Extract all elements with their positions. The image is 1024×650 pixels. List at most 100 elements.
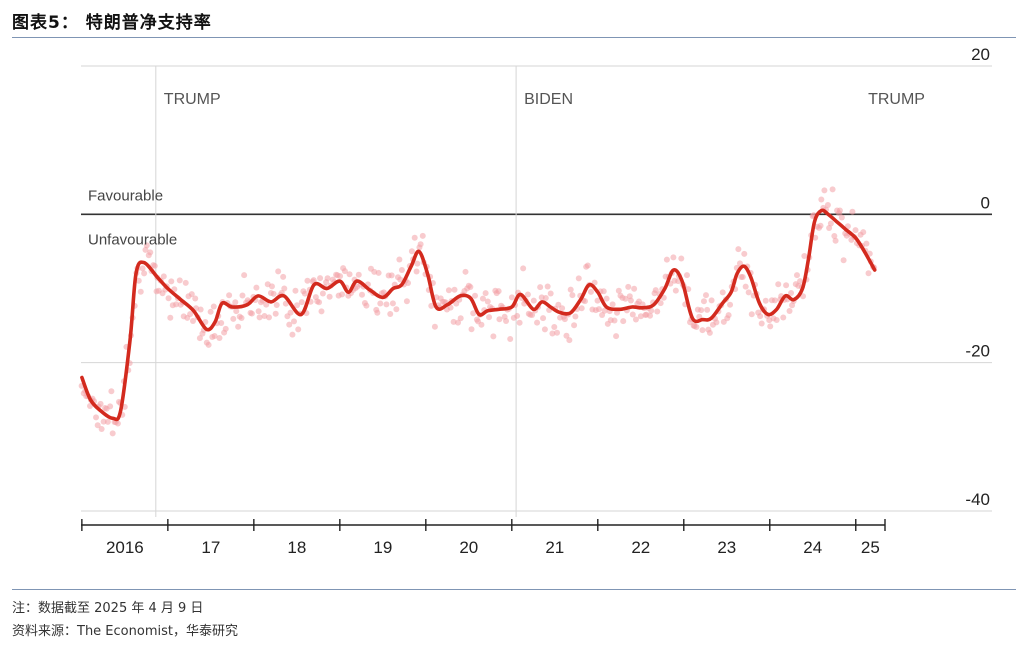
poll-dot xyxy=(232,299,239,306)
title-underline xyxy=(12,37,1016,38)
poll-dot xyxy=(235,323,242,330)
poll-dot xyxy=(685,286,692,293)
poll-dot xyxy=(319,290,326,297)
poll-dot xyxy=(97,400,104,407)
poll-dot xyxy=(663,256,670,263)
poll-dot xyxy=(408,248,415,255)
poll-dot xyxy=(197,306,204,313)
poll-dot xyxy=(627,297,634,304)
poll-dot xyxy=(114,420,121,427)
poll-dot xyxy=(812,234,819,241)
poll-dot xyxy=(104,418,111,425)
poll-dot xyxy=(629,311,636,318)
poll-dot xyxy=(479,295,486,302)
y-tick-label: -40 xyxy=(965,490,990,509)
poll-dot xyxy=(341,268,348,275)
poll-dot xyxy=(735,246,742,253)
poll-dot xyxy=(549,330,556,337)
poll-dot xyxy=(578,305,585,312)
grid-layer xyxy=(81,65,992,512)
poll-dot xyxy=(534,319,541,326)
poll-dot xyxy=(631,285,638,292)
poll-dot xyxy=(762,297,769,304)
poll-dot xyxy=(838,214,845,221)
poll-dot xyxy=(852,227,859,234)
poll-dot xyxy=(375,269,382,276)
poll-dot xyxy=(304,277,311,284)
poll-dot xyxy=(554,329,561,336)
poll-dot xyxy=(741,250,748,257)
poll-dot xyxy=(699,327,706,334)
poll-dot xyxy=(393,306,400,313)
poll-dot xyxy=(143,242,150,249)
poll-dot xyxy=(801,253,808,260)
notes-block: 注：数据截至 2025 年 4 月 9 日 资料来源：The Economist… xyxy=(12,597,238,643)
poll-dot xyxy=(414,260,421,267)
figure-title: 图表5： 特朗普净支持率 xyxy=(12,13,212,33)
poll-dot xyxy=(773,316,780,323)
poll-dot xyxy=(637,313,644,320)
poll-dot xyxy=(547,290,554,297)
poll-dot xyxy=(524,291,531,298)
poll-dot xyxy=(544,283,551,290)
unfavourable-label: Unfavourable xyxy=(88,231,177,248)
x-tick-label: 19 xyxy=(373,538,392,557)
poll-dot xyxy=(135,277,142,284)
x-tick-label: 23 xyxy=(717,538,736,557)
poll-dot xyxy=(632,316,639,323)
poll-dot xyxy=(286,321,293,328)
poll-dot xyxy=(207,308,214,315)
poll-dot xyxy=(222,325,229,332)
poll-dot xyxy=(230,315,237,322)
poll-dot xyxy=(581,298,588,305)
poll-dot xyxy=(569,292,576,299)
poll-dot xyxy=(783,282,790,289)
poll-dot xyxy=(719,289,726,296)
poll-dot xyxy=(318,308,325,315)
poll-dot xyxy=(192,295,199,302)
poll-dot xyxy=(832,237,839,244)
poll-dot xyxy=(622,295,629,302)
poll-dot xyxy=(514,312,521,319)
poll-dot xyxy=(233,308,240,315)
poll-dot xyxy=(706,329,713,336)
poll-dot xyxy=(287,309,294,316)
poll-dot xyxy=(454,319,461,326)
poll-dot xyxy=(253,284,260,291)
poll-dot xyxy=(256,314,263,321)
poll-dot xyxy=(188,291,195,298)
poll-dot xyxy=(745,289,752,296)
poll-dot xyxy=(292,287,299,294)
poll-dot xyxy=(173,301,180,308)
poll-dot xyxy=(94,422,101,429)
poll-dot xyxy=(301,290,308,297)
poll-dot xyxy=(275,268,282,275)
poll-dot xyxy=(702,292,709,299)
poll-dot xyxy=(428,302,435,309)
poll-dot xyxy=(317,275,324,282)
poll-dot xyxy=(457,315,464,322)
poll-dot xyxy=(165,295,172,302)
y-tick-label: 0 xyxy=(981,193,990,212)
poll-dot xyxy=(281,285,288,292)
poll-dot xyxy=(840,257,847,264)
poll-dot xyxy=(780,314,787,321)
poll-dot xyxy=(736,260,743,267)
poll-dot xyxy=(248,310,255,317)
poll-dot xyxy=(520,265,527,272)
poll-dot xyxy=(298,299,305,306)
poll-dot xyxy=(137,288,144,295)
poll-dot xyxy=(403,298,410,305)
poll-dot xyxy=(683,272,690,279)
poll-dot xyxy=(775,281,782,288)
term-label: BIDEN xyxy=(524,91,573,108)
poll-dot xyxy=(693,324,700,331)
axis-layer: 2016 17 18 19 20 21 22 23 24 25 xyxy=(81,519,886,557)
poll-dot xyxy=(575,275,582,282)
poll-dot xyxy=(542,294,549,301)
poll-dot xyxy=(216,335,223,342)
x-tick-label: 22 xyxy=(631,538,650,557)
poll-dot xyxy=(620,318,627,325)
poll-dot xyxy=(431,323,438,330)
poll-dot xyxy=(563,332,570,339)
